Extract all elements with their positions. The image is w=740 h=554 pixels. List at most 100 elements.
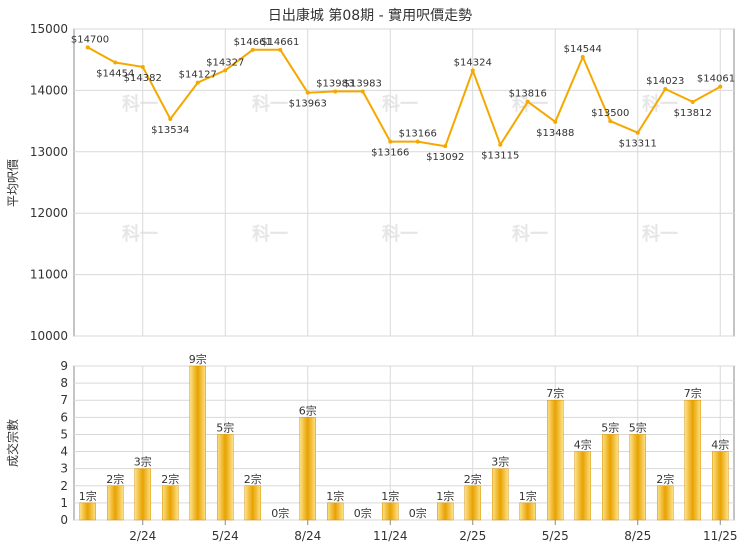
volume-data-label: 1宗 (381, 489, 399, 503)
volume-y-tick-label: 0 (60, 513, 68, 527)
volume-data-label: 0宗 (354, 506, 372, 520)
price-data-point (195, 80, 200, 85)
price-y-tick-label: 13000 (30, 145, 68, 159)
price-data-label: $14127 (179, 70, 217, 81)
volume-data-label: 9宗 (189, 352, 207, 366)
volume-x-tick-label: 8/24 (294, 529, 321, 543)
volume-data-label: 1宗 (519, 489, 537, 503)
volume-bar (657, 485, 674, 521)
volume-y-tick-label: 7 (60, 393, 68, 407)
price-data-point (278, 47, 283, 52)
volume-data-label: 1宗 (436, 489, 454, 503)
price-data-label: $14544 (564, 44, 602, 55)
volume-bar (382, 502, 399, 521)
volume-data-label: 5宗 (601, 420, 619, 434)
volume-y-tick-label: 5 (60, 427, 68, 441)
price-data-point (333, 89, 338, 94)
volume-data-label: 2宗 (244, 472, 262, 486)
volume-bar (629, 434, 646, 521)
price-data-label: $13983 (316, 78, 354, 89)
volume-y-tick-label: 6 (60, 410, 68, 424)
price-data-label: $13534 (151, 125, 189, 136)
price-data-label: $14327 (206, 57, 244, 68)
volume-data-label: 0宗 (271, 506, 289, 520)
watermark-text: 科一 (642, 93, 678, 115)
price-data-point (305, 90, 310, 95)
price-data-label: $13115 (481, 151, 519, 162)
volume-bar (437, 502, 454, 521)
volume-bar (602, 434, 619, 521)
price-data-point (608, 119, 613, 124)
price-y-tick-label: 14000 (30, 83, 68, 97)
volume-bar (492, 468, 509, 521)
price-data-label: $13812 (674, 108, 712, 119)
price-y-tick-label: 11000 (30, 268, 68, 282)
volume-bar (189, 365, 206, 521)
price-data-point (360, 89, 365, 94)
volume-y-tick-label: 2 (60, 479, 68, 493)
volume-bar-chart: 0 1 2 3 4 5 6 7 8 9 成交宗數 1宗 2宗 3宗 2宗 9宗 5宗 2宗 0宗 6宗 1宗 0宗 1宗… (5, 352, 738, 543)
volume-data-label: 5宗 (629, 420, 647, 434)
price-data-label: $13092 (426, 152, 464, 163)
volume-data-label: 2宗 (161, 472, 179, 486)
volume-bar (107, 485, 124, 521)
volume-data-label: 7宗 (684, 386, 702, 400)
watermark-text: 科一 (252, 93, 288, 115)
volume-data-label: 2宗 (464, 472, 482, 486)
volume-bar (217, 434, 234, 521)
volume-x-tick-label: 5/25 (542, 529, 569, 543)
volume-x-tick-label: 11/24 (373, 529, 408, 543)
price-data-point (223, 68, 228, 73)
volume-x-tick-label: 8/25 (624, 529, 651, 543)
price-data-point (663, 86, 668, 91)
watermark-text: 科一 (122, 93, 158, 115)
volume-bar (79, 502, 96, 521)
price-data-label: $14454 (96, 69, 134, 80)
volume-x-tick-label: 2/24 (129, 529, 156, 543)
price-y-tick-label: 12000 (30, 206, 68, 220)
volume-bar (244, 485, 261, 521)
price-data-point (718, 84, 723, 89)
volume-data-label: 1宗 (79, 489, 97, 503)
volume-y-tick-label: 1 (60, 496, 68, 510)
volume-bar (327, 502, 344, 521)
volume-y-tick-label: 9 (60, 359, 68, 373)
volume-bar (712, 451, 729, 521)
watermark-text: 科一 (382, 223, 418, 245)
price-plot-area (73, 28, 735, 337)
price-data-point (553, 119, 558, 124)
price-data-label: $13166 (399, 129, 437, 140)
price-data-point (498, 142, 503, 147)
volume-y-axis-label: 成交宗數 (5, 419, 20, 467)
volume-x-tick-label: 5/24 (212, 529, 239, 543)
price-data-point (415, 139, 420, 144)
price-data-label: $13983 (344, 78, 382, 89)
price-data-label: $13500 (591, 108, 629, 119)
price-data-label: $14661 (261, 37, 299, 48)
price-data-point (140, 64, 145, 69)
price-data-label: $14061 (697, 74, 735, 85)
volume-x-tick-label: 11/25 (703, 529, 738, 543)
volume-bar (684, 399, 701, 521)
volume-y-tick-label: 4 (60, 445, 68, 459)
watermark-text: 科一 (122, 223, 158, 245)
volume-data-label: 0宗 (409, 506, 427, 520)
price-data-point (168, 117, 173, 122)
volume-data-label: 5宗 (216, 420, 234, 434)
price-data-label: $14661 (234, 37, 272, 48)
price-data-label: $14023 (646, 76, 684, 87)
volume-data-label: 7宗 (546, 386, 564, 400)
volume-data-label: 3宗 (491, 455, 509, 469)
price-series-line (87, 46, 721, 148)
volume-x-tick-label: 2/25 (459, 529, 486, 543)
volume-data-label: 2宗 (106, 472, 124, 486)
price-data-label: $13816 (509, 89, 547, 100)
volume-data-label: 2宗 (656, 472, 674, 486)
volume-data-label: 4宗 (574, 438, 592, 452)
volume-bar (464, 485, 481, 521)
volume-data-label: 4宗 (711, 438, 729, 452)
volume-bar (162, 485, 179, 521)
watermark-text: 科一 (252, 223, 288, 245)
